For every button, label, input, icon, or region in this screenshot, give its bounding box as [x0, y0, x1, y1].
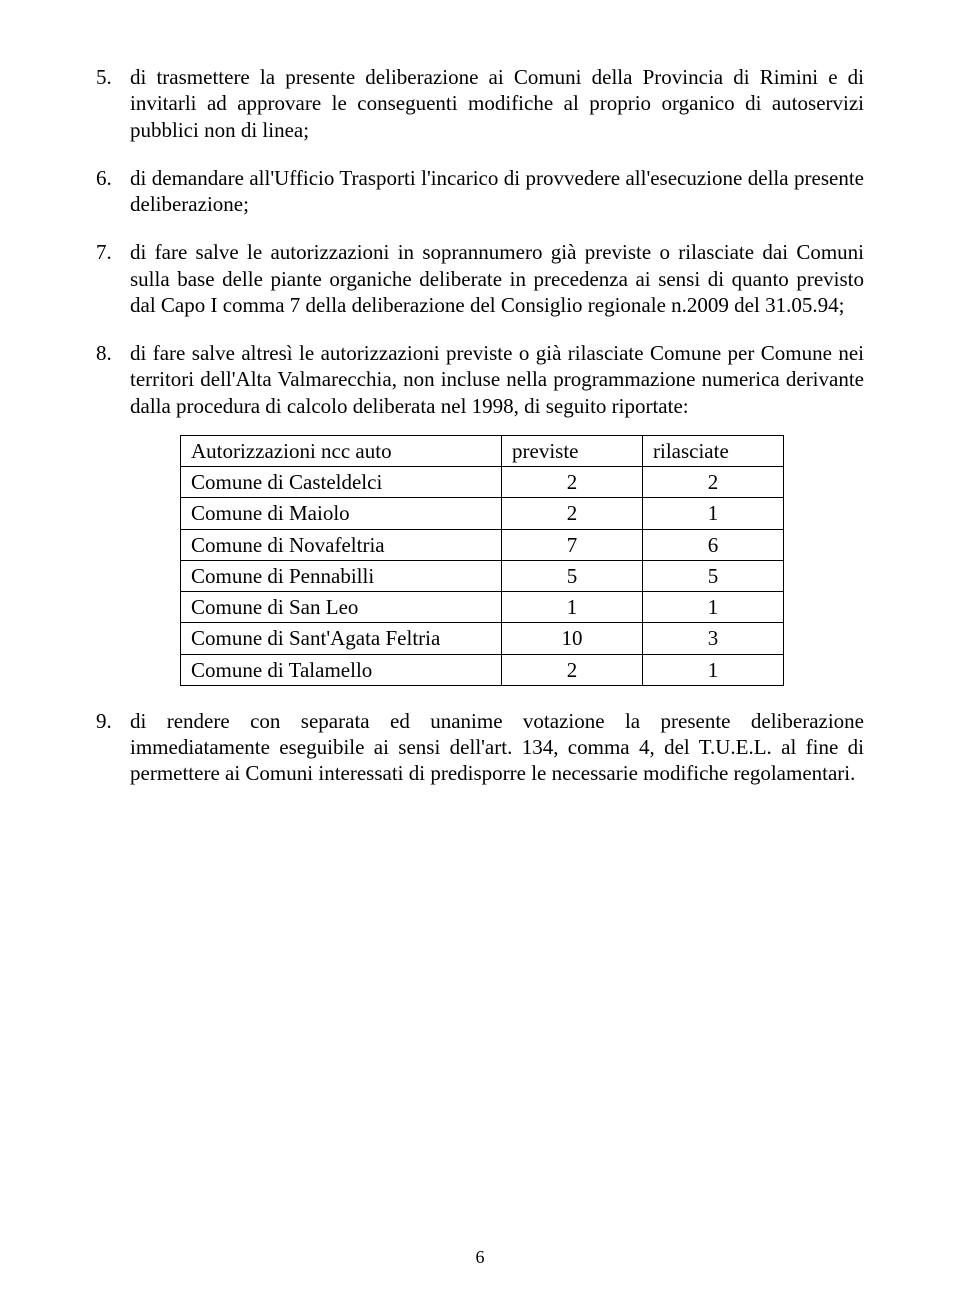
list-item-text: di rendere con separata ed unanime votaz… [130, 708, 864, 787]
document-page: 5. di trasmettere la presente deliberazi… [0, 0, 960, 1308]
table-cell-previste: 1 [502, 592, 643, 623]
table-header-name: Autorizzazioni ncc auto [181, 435, 502, 466]
table-cell-rilasciate: 6 [643, 529, 784, 560]
table-row: Comune di Maiolo 2 1 [181, 498, 784, 529]
table-cell-name: Comune di Casteldelci [181, 467, 502, 498]
table-cell-rilasciate: 3 [643, 623, 784, 654]
list-item-text: di fare salve le autorizzazioni in sopra… [130, 239, 864, 318]
table-cell-rilasciate: 1 [643, 654, 784, 685]
table-row: Comune di Casteldelci 2 2 [181, 467, 784, 498]
table-header-row: Autorizzazioni ncc auto previste rilasci… [181, 435, 784, 466]
table-cell-rilasciate: 2 [643, 467, 784, 498]
list-item: 9. di rendere con separata ed unanime vo… [96, 708, 864, 787]
table-row: Comune di Sant'Agata Feltria 10 3 [181, 623, 784, 654]
list-item-text: di fare salve altresì le autorizzazioni … [130, 340, 864, 686]
table-cell-name: Comune di Pennabilli [181, 560, 502, 591]
list-item-number: 6. [96, 165, 130, 218]
list-item: 6. di demandare all'Ufficio Trasporti l'… [96, 165, 864, 218]
table-cell-rilasciate: 1 [643, 498, 784, 529]
list-item-text: di trasmettere la presente deliberazione… [130, 64, 864, 143]
table-row: Comune di San Leo 1 1 [181, 592, 784, 623]
page-number: 6 [0, 1247, 960, 1268]
table-cell-rilasciate: 1 [643, 592, 784, 623]
list-item-text-span: di fare salve altresì le autorizzazioni … [130, 341, 864, 418]
list-item-number: 9. [96, 708, 130, 787]
table-header-rilasciate: rilasciate [643, 435, 784, 466]
table-cell-name: Comune di Maiolo [181, 498, 502, 529]
table-cell-previste: 7 [502, 529, 643, 560]
autorizzazioni-table: Autorizzazioni ncc auto previste rilasci… [180, 435, 784, 686]
list-item-number: 7. [96, 239, 130, 318]
table-cell-name: Comune di Sant'Agata Feltria [181, 623, 502, 654]
table-cell-previste: 5 [502, 560, 643, 591]
list-item-text: di demandare all'Ufficio Trasporti l'inc… [130, 165, 864, 218]
table-cell-name: Comune di Talamello [181, 654, 502, 685]
table-cell-previste: 2 [502, 654, 643, 685]
list-item-number: 5. [96, 64, 130, 143]
table-cell-rilasciate: 5 [643, 560, 784, 591]
table-row: Comune di Novafeltria 7 6 [181, 529, 784, 560]
table-row: Comune di Talamello 2 1 [181, 654, 784, 685]
list-item: 8. di fare salve altresì le autorizzazio… [96, 340, 864, 686]
list-item: 7. di fare salve le autorizzazioni in so… [96, 239, 864, 318]
list-item-number: 8. [96, 340, 130, 686]
ordered-list: 5. di trasmettere la presente deliberazi… [96, 64, 864, 787]
table-cell-name: Comune di Novafeltria [181, 529, 502, 560]
table-cell-previste: 2 [502, 467, 643, 498]
table-cell-previste: 2 [502, 498, 643, 529]
table-cell-name: Comune di San Leo [181, 592, 502, 623]
list-item: 5. di trasmettere la presente deliberazi… [96, 64, 864, 143]
table-header-previste: previste [502, 435, 643, 466]
table-row: Comune di Pennabilli 5 5 [181, 560, 784, 591]
table-cell-previste: 10 [502, 623, 643, 654]
